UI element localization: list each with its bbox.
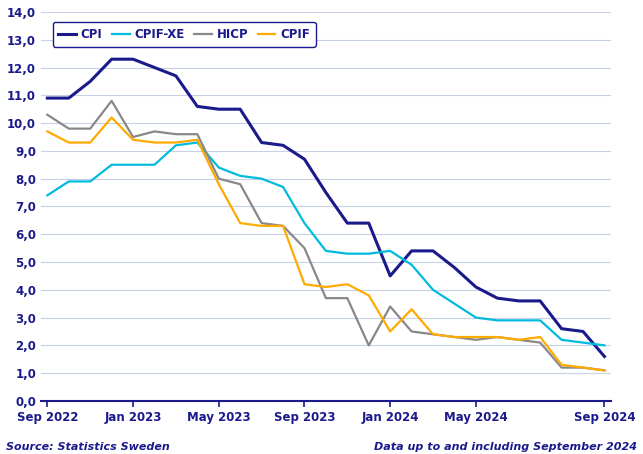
Text: Data up to and including September 2024: Data up to and including September 2024 (374, 442, 637, 452)
Text: Source: Statistics Sweden: Source: Statistics Sweden (6, 442, 170, 452)
Legend: CPI, CPIF-XE, HICP, CPIF: CPI, CPIF-XE, HICP, CPIF (53, 22, 316, 47)
